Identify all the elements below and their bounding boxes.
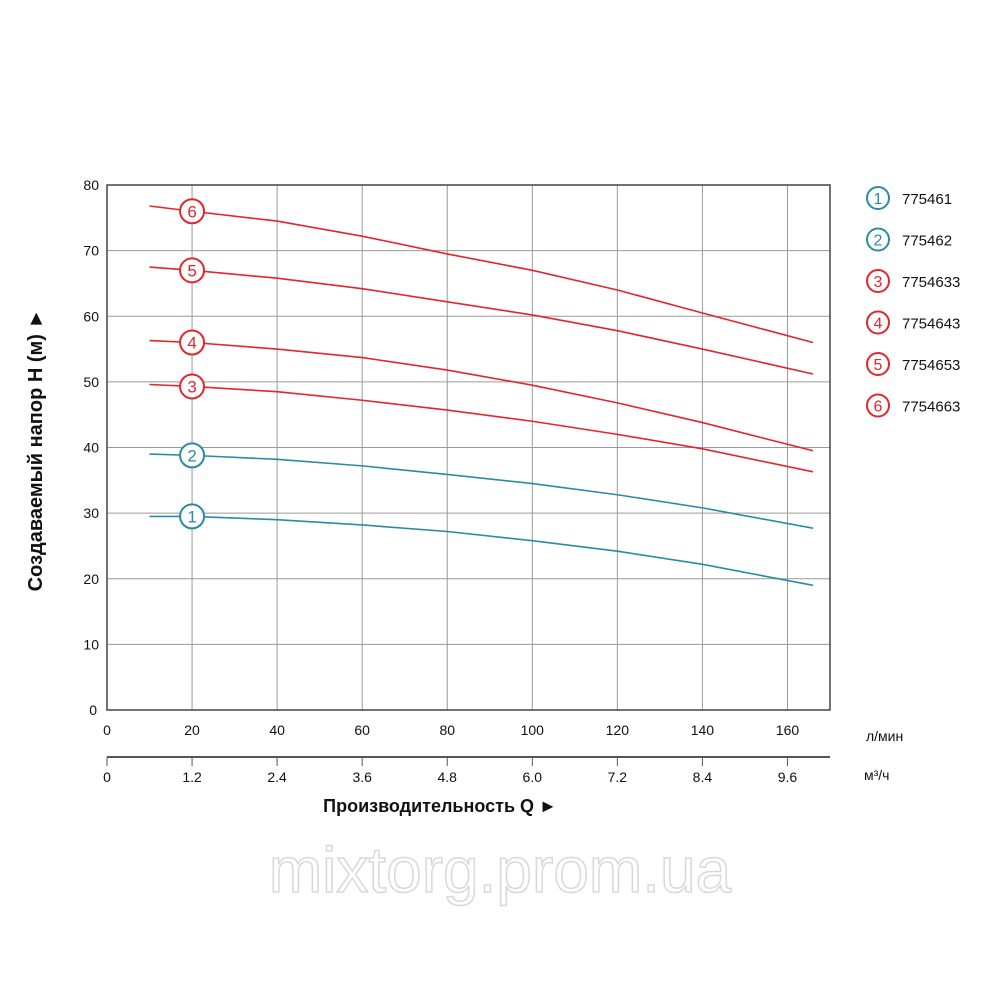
x2-tick-label: 7.2: [608, 769, 628, 785]
series-group: 1 2 3 4 5 6: [149, 198, 814, 587]
series-line-5: [149, 266, 814, 375]
legend-marker-3: [866, 269, 890, 293]
y-tick-label: 0: [89, 702, 97, 718]
x-tick-label: 0: [103, 722, 111, 738]
x2-tick-label: 6.0: [523, 769, 543, 785]
x-tick-label: 60: [354, 722, 370, 738]
series-marker-2: [179, 442, 206, 469]
legend-marker-label: 6: [874, 399, 883, 416]
x-tick-label: 140: [691, 722, 715, 738]
y-tick-label: 50: [83, 374, 99, 390]
x-tick-label: 160: [776, 722, 800, 738]
legend-marker-label: 5: [874, 357, 883, 374]
y-tick-label: 10: [83, 636, 99, 652]
legend-marker-6: [866, 393, 890, 418]
legend-label: 7754633: [902, 274, 960, 291]
y-tick-label: 20: [83, 571, 99, 587]
x-tick-label: 120: [606, 722, 630, 738]
legend-label: 7754653: [902, 357, 960, 374]
series-line-4: [149, 339, 814, 452]
x-unit-primary: л/мин: [866, 728, 903, 744]
series-marker-label: 6: [187, 202, 196, 221]
series-marker-3: [179, 373, 206, 400]
legend-marker-label: 1: [874, 191, 883, 208]
series-line-1: [149, 515, 814, 587]
series-marker-label: 2: [187, 446, 196, 465]
series-marker-1: [179, 503, 206, 530]
legend-label: 775461: [902, 191, 952, 208]
y-tick-label: 30: [83, 505, 99, 521]
series-marker-4: [179, 329, 206, 356]
x2-tick-label: 3.6: [352, 769, 372, 785]
legend-marker-label: 4: [874, 316, 883, 333]
x2-tick-label: 8.4: [693, 769, 713, 785]
axes: 00201.2402.4603.6804.81006.01207.21408.4…: [83, 177, 831, 785]
legend-marker-5: [866, 352, 890, 376]
grid: [107, 185, 830, 710]
series-line-6: [149, 205, 814, 344]
x2-tick-label: 9.6: [778, 769, 798, 785]
legend-label: 7754663: [902, 399, 960, 416]
legend-label: 7754643: [902, 316, 960, 333]
series-line-2: [149, 453, 814, 530]
legend-marker-1: [866, 186, 890, 210]
legend-label: 775462: [902, 233, 952, 250]
y-tick-label: 40: [83, 440, 99, 456]
x-tick-label: 20: [184, 722, 200, 738]
watermark: mixtorg.prom.ua: [269, 834, 732, 906]
y-tick-label: 60: [83, 308, 99, 324]
series-marker-label: 1: [187, 507, 196, 526]
x-tick-label: 100: [521, 722, 545, 738]
series-marker-label: 4: [187, 334, 196, 353]
x-axis-title: Производительность Q ►: [323, 796, 557, 816]
legend-marker-label: 2: [874, 233, 883, 250]
series-marker-label: 5: [187, 261, 196, 280]
x2-tick-label: 2.4: [267, 769, 287, 785]
y-tick-label: 80: [83, 177, 99, 193]
series-marker-6: [179, 198, 206, 225]
legend-marker-2: [866, 227, 890, 252]
series-line-3: [149, 383, 814, 473]
plot-frame: [106, 184, 831, 711]
x-unit-secondary: м³/ч: [864, 767, 889, 783]
y-tick-label: 70: [83, 243, 99, 259]
series-marker-5: [179, 257, 206, 284]
legend: 1 775461 2 775462 3 7754633 4 7754643 5 7754653 6 7…: [866, 186, 960, 418]
x-tick-label: 40: [269, 722, 285, 738]
x2-tick-label: 1.2: [182, 769, 202, 785]
series-marker-label: 3: [187, 377, 196, 396]
x2-tick-label: 4.8: [438, 769, 458, 785]
y-axis-title: Создаваемый напор H (м) ►: [25, 309, 47, 592]
x2-tick-label: 0: [103, 769, 111, 785]
legend-marker-label: 3: [874, 274, 883, 291]
x-tick-label: 80: [439, 722, 455, 738]
legend-marker-4: [866, 310, 890, 335]
